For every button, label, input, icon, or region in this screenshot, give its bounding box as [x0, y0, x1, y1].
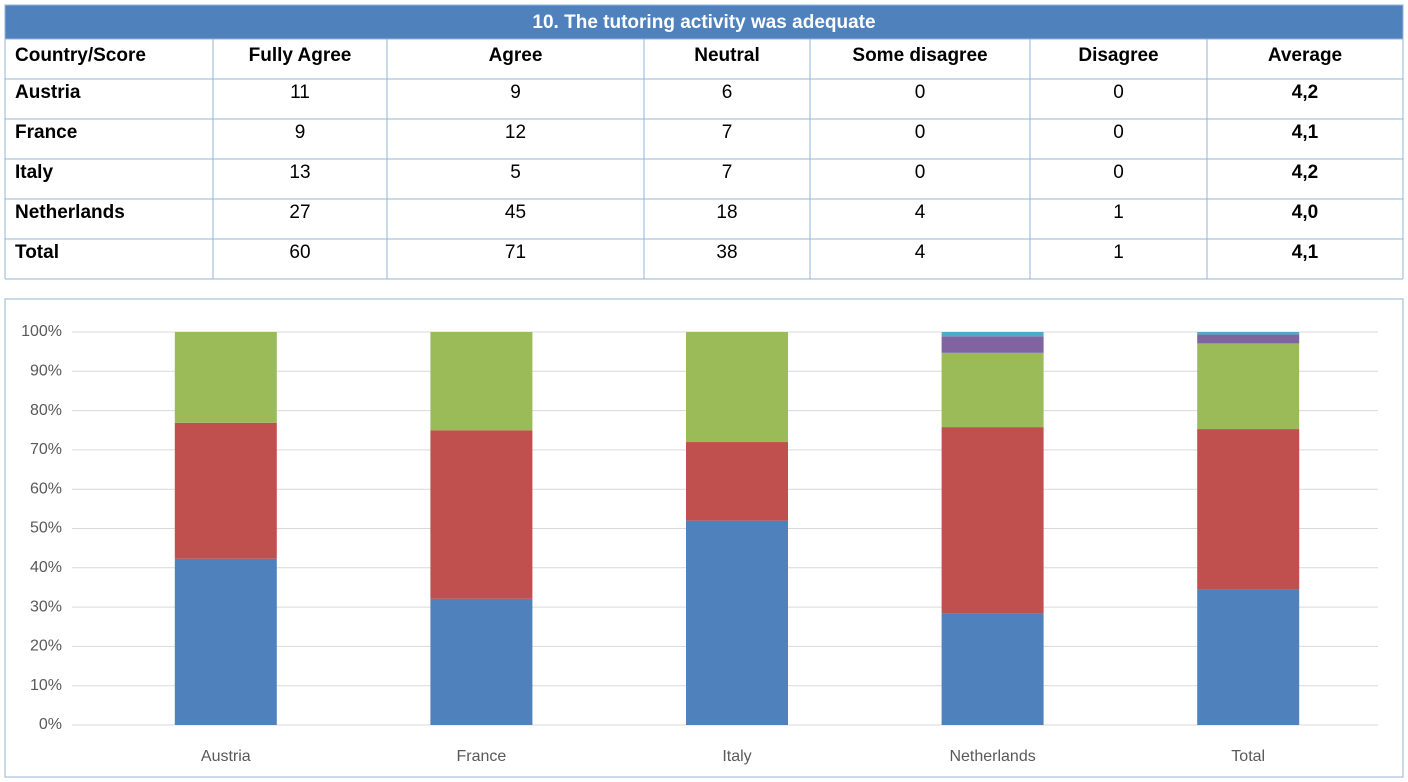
table-cell: Agree: [489, 45, 543, 66]
bar-segment: [174, 558, 277, 725]
table-cell: Netherlands: [15, 202, 125, 223]
bar-segment: [686, 442, 788, 521]
y-tick-label: 60%: [30, 480, 62, 497]
y-tick-label: 30%: [30, 598, 62, 615]
table-title: 10. The tutoring activity was adequate: [532, 12, 875, 33]
bar-segment: [430, 332, 533, 431]
bar-segment: [686, 332, 788, 443]
table-cell: 7: [722, 122, 733, 143]
table-cell: 7: [722, 162, 733, 183]
table-cell: 0: [1113, 82, 1124, 103]
table-cell: 27: [289, 202, 310, 223]
bar-segment: [941, 352, 1044, 428]
table-cell: 1: [1113, 202, 1124, 223]
table-cell: Disagree: [1078, 45, 1158, 66]
table-cell: 5: [510, 162, 521, 183]
y-tick-label: 70%: [30, 441, 62, 458]
bar-segment: [1197, 334, 1300, 344]
table-cell: 4,0: [1292, 202, 1318, 223]
bar-segment: [941, 613, 1044, 725]
bar-segment: [174, 332, 277, 423]
y-tick-label: 0%: [39, 716, 62, 733]
bar-segment: [686, 520, 788, 725]
table-cell: 0: [1113, 122, 1124, 143]
table-cell: 0: [915, 122, 926, 143]
table-cell: 45: [505, 202, 526, 223]
table-cell: Italy: [15, 162, 53, 183]
y-tick-label: 90%: [30, 363, 62, 380]
y-tick-label: 20%: [30, 638, 62, 655]
x-tick-label: Total: [1231, 748, 1265, 765]
table-cell: 11: [290, 82, 310, 103]
table-cell: Average: [1268, 45, 1342, 66]
table-cell: France: [15, 122, 77, 143]
table-cell: 0: [915, 162, 926, 183]
table-cell: 1: [1113, 242, 1124, 263]
bar-segment: [941, 427, 1044, 614]
table-cell: 9: [510, 82, 521, 103]
table-cell: 9: [295, 122, 306, 143]
title-bar: [4, 4, 1404, 40]
table-cell: Austria: [15, 82, 81, 103]
table-cell: 4: [915, 202, 926, 223]
table-cell: 60: [289, 242, 310, 263]
y-tick-label: 10%: [30, 677, 62, 694]
bar-segment: [430, 598, 533, 725]
table-cell: 4,1: [1292, 242, 1319, 263]
x-tick-label: Netherlands: [949, 748, 1035, 765]
table-cell: 0: [1113, 162, 1124, 183]
table-cell: 18: [716, 202, 737, 223]
table-cell: 0: [915, 82, 926, 103]
bar-segment: [1197, 343, 1300, 430]
bar-segment: [1197, 332, 1300, 335]
bar-segment: [1197, 589, 1300, 725]
bar-segment: [174, 422, 277, 559]
table-cell: Fully Agree: [249, 45, 352, 66]
table-cell: 6: [722, 82, 733, 103]
table-cell: 4,2: [1292, 162, 1318, 183]
chart-frame: [4, 298, 1404, 778]
x-tick-label: France: [457, 748, 507, 765]
table-cell: Country/Score: [15, 45, 146, 66]
y-tick-label: 40%: [30, 559, 62, 576]
table-cell: 4,2: [1292, 82, 1318, 103]
bar-segment: [1197, 429, 1300, 590]
x-tick-label: Austria: [201, 748, 251, 765]
y-tick-label: 100%: [21, 323, 62, 340]
bar-segment: [941, 336, 1044, 353]
y-tick-label: 50%: [30, 520, 62, 537]
table-cell: 12: [505, 122, 526, 143]
table-cell: Neutral: [694, 45, 759, 66]
table-cell: Some disagree: [852, 45, 987, 66]
bar-segment: [941, 332, 1044, 337]
bar-segment: [430, 430, 533, 599]
x-tick-label: Italy: [722, 748, 751, 765]
table-cell: 38: [716, 242, 737, 263]
table-cell: 4,1: [1292, 122, 1319, 143]
table-cell: 4: [915, 242, 926, 263]
table-cell: Total: [15, 242, 59, 263]
table-cell: 71: [505, 242, 526, 263]
y-tick-label: 80%: [30, 402, 62, 419]
table-cell: 13: [289, 162, 310, 183]
